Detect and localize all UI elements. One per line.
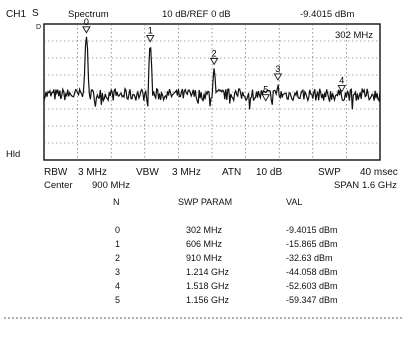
marker-3-label: 3 — [275, 64, 280, 74]
center-label: Center — [44, 180, 73, 191]
spectrum-title: Spectrum — [68, 9, 109, 20]
row-val: -52.603 dBm — [286, 281, 338, 291]
marker-2-triangle — [209, 57, 219, 66]
row-val: -59.347 dBm — [286, 295, 338, 305]
row-n: 0 — [115, 225, 121, 235]
header-val: VAL — [286, 197, 303, 207]
marker-4-label: 4 — [339, 76, 344, 86]
marker-5-label: 5 — [263, 85, 268, 95]
row-param: 302 MHz — [186, 225, 223, 235]
row-param: 1.156 GHz — [186, 295, 230, 305]
row-param: 1.214 GHz — [186, 267, 230, 277]
marker-3-triangle — [273, 73, 283, 81]
row-val: -9.4015 dBm — [286, 225, 338, 235]
row-n: 2 — [115, 253, 121, 263]
trigger-indicator: D — [36, 24, 42, 31]
mode-label: S — [32, 8, 39, 19]
marker-table: N SWP PARAM VAL 0 302 MHz -9.4015 dBm 1 … — [0, 198, 408, 316]
row-param: 606 MHz — [186, 239, 223, 249]
row-param: 910 MHz — [186, 253, 223, 263]
marker-5-triangle — [261, 94, 271, 102]
marker-0-triangle — [82, 26, 91, 34]
row-n: 3 — [115, 267, 121, 277]
row-val: -44.058 dBm — [286, 267, 338, 277]
marker-1-triangle — [145, 35, 155, 43]
row-n: 5 — [115, 295, 121, 305]
marker-2-label: 2 — [212, 48, 217, 58]
hold-label: Hld — [6, 149, 21, 160]
rbw-value: 3 MHz — [78, 167, 107, 178]
marker-1-label: 1 — [148, 26, 153, 36]
marker-4-triangle — [337, 85, 347, 93]
center-value: 900 MHz — [92, 180, 131, 191]
row-n: 4 — [115, 281, 121, 291]
swp-label: SWP — [318, 167, 341, 178]
spectrum-trace — [43, 36, 381, 110]
marker-freq-readout: 302 MHz — [335, 30, 374, 41]
header-n: N — [113, 197, 120, 207]
row-val: -15.865 dBm — [286, 239, 338, 249]
atn-label: ATN — [222, 167, 242, 178]
marker-0-label: 0 — [84, 17, 89, 27]
span-value: 1.6 GHz — [362, 180, 397, 191]
row-n: 1 — [115, 239, 121, 249]
rbw-label: RBW — [44, 167, 68, 178]
swp-value: 40 msec — [360, 167, 398, 178]
vbw-label: VBW — [136, 167, 159, 178]
row-val: -32.63 dBm — [286, 253, 333, 263]
channel-label: CH1 — [6, 9, 27, 20]
marker-layer: 0 1 2 3 4 5 — [82, 17, 347, 102]
marker-readout: -9.4015 dBm — [300, 9, 355, 20]
vbw-value: 3 MHz — [172, 167, 201, 178]
span-label: SPAN — [334, 180, 360, 191]
atn-value: 10 dB — [256, 167, 283, 178]
scale-ref-label: 10 dB/REF 0 dB — [162, 9, 231, 20]
header-swp-param: SWP PARAM — [178, 197, 233, 207]
row-param: 1.518 GHz — [186, 281, 230, 291]
